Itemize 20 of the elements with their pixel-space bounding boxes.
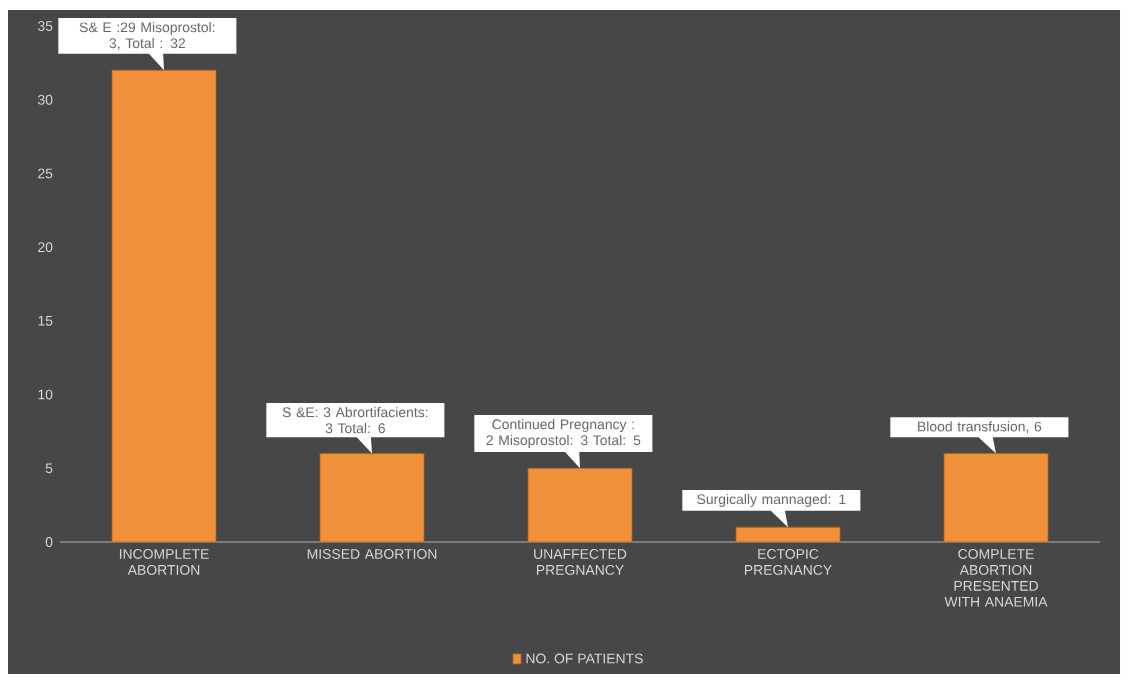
- y-tick-label: 5: [45, 463, 53, 474]
- y-tick-label: 20: [38, 242, 53, 253]
- bar: [735, 526, 841, 543]
- x-tick-label: ECTOPIC PREGNANCY: [744, 549, 832, 575]
- annotation: Continued Pregnancy : 2 Misoprostol: 3 Total: 5: [486, 418, 641, 448]
- legend-label: NO. OF PATIENTS: [526, 653, 643, 664]
- y-tick-label: 25: [38, 168, 53, 179]
- annotation: S &E: 3 Abrortifacients: 3 Total: 6: [282, 406, 428, 434]
- y-tick-label: 35: [37, 21, 53, 31]
- annotation: Surgically mannaged: 1: [697, 493, 846, 507]
- annotation: Blood transfusion, 6: [918, 421, 1042, 434]
- x-tick-label: MISSED ABORTION: [307, 549, 437, 559]
- x-tick-label: UNAFFECTED PREGNANCY: [534, 549, 627, 575]
- y-tick-label: 10: [38, 389, 53, 400]
- x-tick-label: INCOMPLETE ABORTION: [119, 549, 209, 575]
- y-tick-label: 30: [37, 94, 53, 105]
- x-tick-label: COMPLETE ABORTION PRESENTED WITH ANAEMIA: [944, 549, 1048, 607]
- y-tick-label: 0: [45, 537, 53, 547]
- y-tick-label: 15: [38, 315, 53, 326]
- annotation: S& E :29 Misoprostol: 3, Total : 32: [79, 22, 215, 50]
